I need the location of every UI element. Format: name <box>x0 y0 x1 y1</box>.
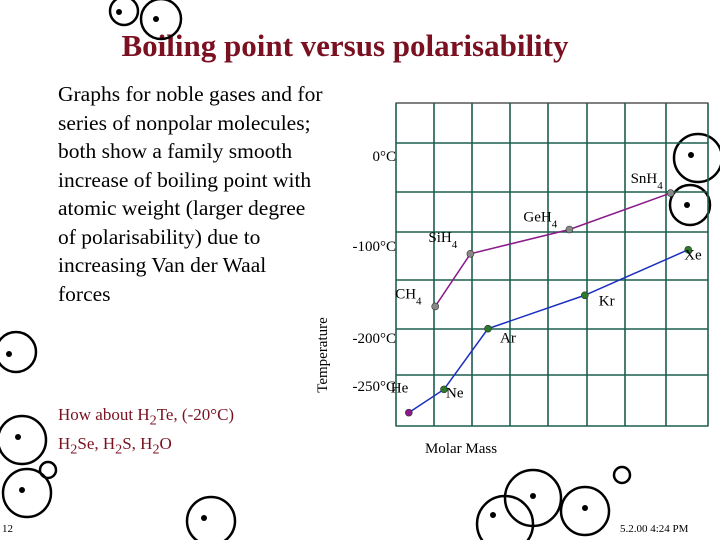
point-label: Xe <box>684 248 702 264</box>
point-label: GeH4 <box>523 210 557 231</box>
point-label: CH4 <box>395 286 422 307</box>
y-tick-label: -100°C <box>353 239 397 255</box>
data-point <box>440 385 448 394</box>
x-axis-label: Molar Mass <box>425 441 497 457</box>
point-label: He <box>391 381 409 397</box>
data-point <box>431 302 440 311</box>
y-tick-label: 0°C <box>372 149 396 165</box>
grid <box>395 103 709 427</box>
y-axis-label: Temperature <box>315 317 331 393</box>
point-label: SnH4 <box>631 171 664 192</box>
data-point <box>580 291 589 300</box>
data-points <box>404 189 693 417</box>
data-point <box>565 225 574 234</box>
slide-number: 12 <box>2 523 13 535</box>
slide-title: Boiling point versus polarisability <box>121 28 569 63</box>
point-label: Ar <box>500 331 516 347</box>
y-tick-label: -200°C <box>353 331 397 347</box>
data-point <box>684 245 693 254</box>
data-point <box>484 324 492 333</box>
series-line <box>434 192 671 307</box>
point-label: Kr <box>599 293 615 309</box>
bubble-dots <box>6 9 694 521</box>
question-line-2: H2Se, H2S, H2O <box>58 434 172 458</box>
data-point <box>466 249 475 258</box>
body-text: Graphs for noble gases and for series of… <box>58 82 323 306</box>
footer-date: 5.2.00 4:24 PM <box>620 523 689 535</box>
y-axis-ticks: 0°C -100°C -200°C -250°C <box>353 149 397 395</box>
plot-frame <box>395 102 709 427</box>
question-text: How about H2Te, (-20°C) H2Se, H2S, H2O <box>58 403 298 462</box>
chart: 0°C -100°C -200°C -250°C He Ne Ar Kr Xe CH4 SiH4 G… <box>315 102 709 457</box>
point-labels: He Ne Ar Kr Xe CH4 SiH4 GeH4 SnH4 <box>391 171 702 401</box>
point-label: SiH4 <box>428 230 457 251</box>
data-point <box>404 408 413 417</box>
question-line-1: How about H2Te, (-20°C) <box>58 405 235 429</box>
data-point <box>666 189 675 197</box>
point-label: Ne <box>446 385 464 401</box>
y-tick-label: -250°C <box>353 379 397 395</box>
